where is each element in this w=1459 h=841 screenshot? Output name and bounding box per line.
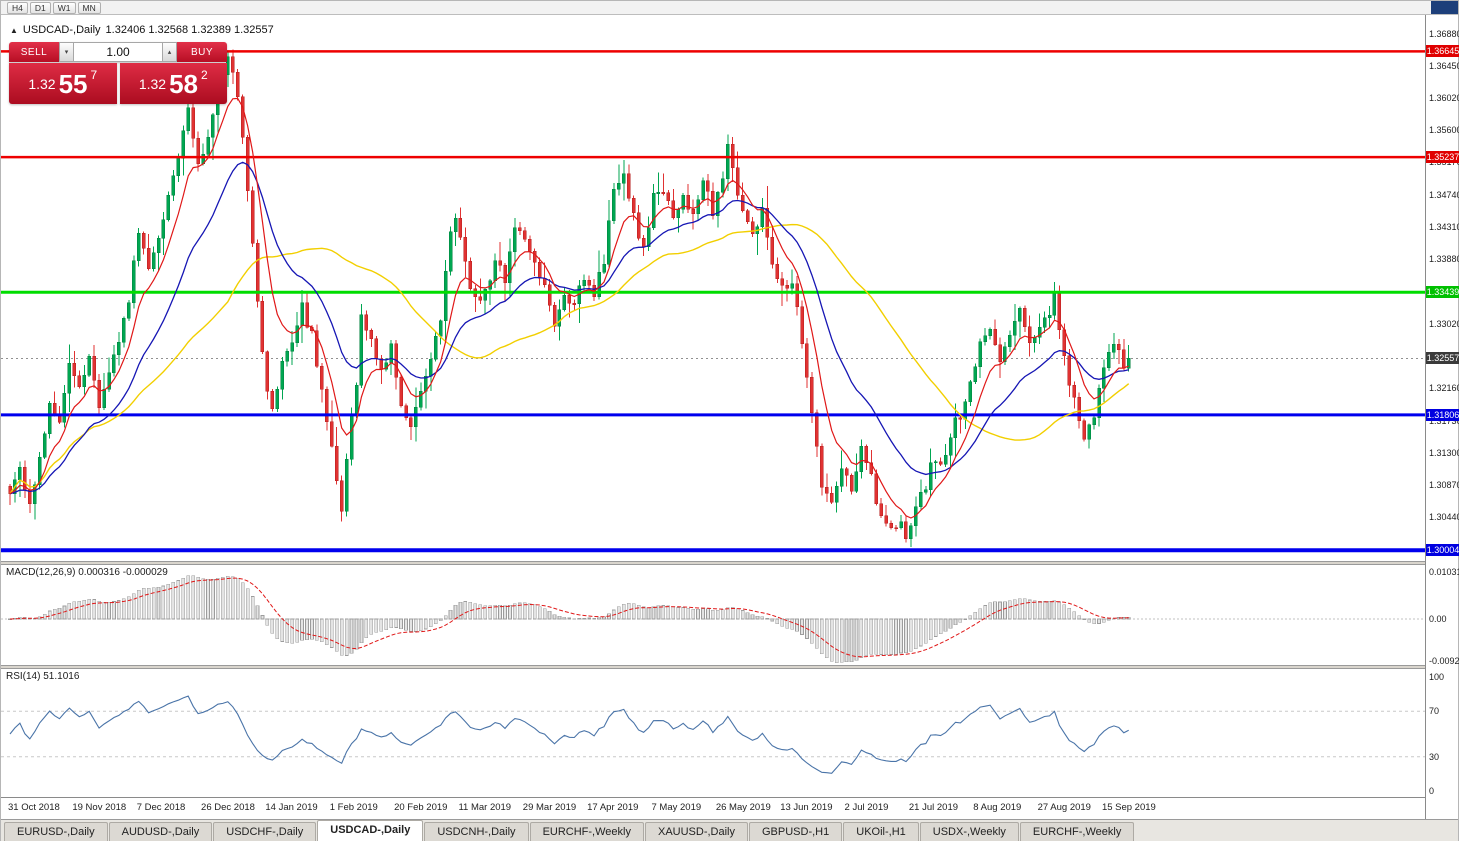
sell-price-prefix: 1.32 — [28, 75, 56, 92]
buy-price-sup: 2 — [200, 67, 208, 82]
plot-column: ▲ USDCAD-,Daily 1.32406 1.32568 1.32389 … — [1, 15, 1425, 819]
chart-title: USDCAD-,Daily — [22, 24, 101, 36]
date-label: 26 Dec 2018 — [201, 802, 255, 813]
pane-splitter-rsi[interactable] — [1, 665, 1425, 669]
main-price-pane: ▲ USDCAD-,Daily 1.32406 1.32568 1.32389 … — [1, 15, 1425, 561]
price-axis-label: 1.30440 — [1429, 512, 1459, 523]
price-axis-label: 1.31300 — [1429, 447, 1459, 458]
main-chart-canvas[interactable] — [1, 15, 1425, 561]
price-axis-label: 1.33880 — [1429, 254, 1459, 265]
sell-price-sup: 7 — [90, 67, 98, 82]
price-marker-1.33439: 1.33439 — [1426, 286, 1459, 299]
sell-button[interactable]: SELL — [9, 42, 59, 62]
macd-pane: MACD(12,26,9) 0.000316 -0.000029 — [1, 565, 1425, 665]
tab-usdchf-daily[interactable]: USDCHF-,Daily — [213, 822, 317, 841]
timeframe-button-mn[interactable]: MN — [77, 1, 101, 14]
tab-xauusd-daily[interactable]: XAUUSD-,Daily — [644, 822, 748, 841]
top-toolbar: H4 D1 W1 MN — [1, 1, 1458, 15]
tab-eurusd-daily[interactable]: EURUSD-,Daily — [4, 822, 108, 841]
date-label: 14 Jan 2019 — [265, 802, 318, 813]
date-label: 17 Apr 2019 — [587, 802, 639, 813]
tab-audusd-daily[interactable]: AUDUSD-,Daily — [108, 822, 213, 841]
price-axis-label: 1.34310 — [1429, 221, 1459, 232]
price-axis-label: 1.34740 — [1429, 189, 1459, 200]
chart-tab-bar: EURUSD-,Daily AUDUSD-,Daily USDCHF-,Daily U… — [1, 819, 1458, 841]
date-label: 21 Jul 2019 — [908, 802, 959, 813]
one-click-trading-panel: SELL ▾ ▴ BUY 1.32 55 7 1.32 — [9, 42, 227, 104]
date-label: 20 Feb 2019 — [394, 802, 448, 813]
rsi-axis-label: 0 — [1429, 786, 1435, 796]
tab-eurchf-weekly[interactable]: EURCHF-,Weekly — [529, 822, 644, 841]
collapse-icon[interactable]: ▲ — [10, 25, 18, 35]
volume-increase-button[interactable]: ▴ — [162, 42, 177, 62]
buy-price-prefix: 1.32 — [138, 75, 167, 92]
date-label: 7 May 2019 — [651, 802, 702, 813]
timeframe-toolbar: H4 D1 W1 MN — [7, 1, 101, 14]
date-label: 29 Mar 2019 — [522, 802, 577, 813]
date-label: 27 Aug 2019 — [1037, 802, 1091, 813]
date-label: 8 Aug 2019 — [973, 802, 1022, 813]
sell-price-big: 55 — [58, 68, 88, 99]
date-label: 31 Oct 2018 — [8, 802, 60, 813]
date-label: 11 Mar 2019 — [458, 802, 512, 813]
price-axis-label: 1.30870 — [1429, 480, 1459, 491]
price-axis[interactable]: 1.368801.364501.360201.356001.351701.347… — [1425, 15, 1459, 819]
price-marker-1.30004: 1.30004 — [1426, 544, 1459, 557]
price-marker-1.32557: 1.32557 — [1426, 352, 1459, 365]
macd-indicator-label: MACD(12,26,9) 0.000316 -0.000029 — [6, 567, 168, 578]
date-label: 1 Feb 2019 — [329, 802, 378, 813]
price-axis-label: 1.36020 — [1429, 93, 1459, 104]
rsi-pane: RSI(14) 51.1016 — [1, 669, 1425, 797]
date-label: 2 Jul 2019 — [844, 802, 889, 813]
rsi-axis-label: 100 — [1429, 672, 1445, 682]
toolbar-corner-block — [1431, 1, 1458, 14]
date-label: 19 Nov 2018 — [72, 802, 127, 813]
rsi-indicator-label: RSI(14) 51.1016 — [6, 671, 80, 682]
chart-symbol-header: ▲ USDCAD-,Daily 1.32406 1.32568 1.32389 … — [10, 24, 274, 36]
price-axis-label: 1.35600 — [1429, 124, 1459, 135]
tab-eurchf-weekly-2[interactable]: EURCHF-,Weekly — [1019, 822, 1135, 841]
tab-ukoil-h1[interactable]: UKOil-,H1 — [843, 822, 919, 841]
pane-splitter-macd[interactable] — [1, 561, 1425, 565]
chart-ohlc-values: 1.32406 1.32568 1.32389 1.32557 — [105, 24, 274, 36]
macd-chart-canvas[interactable] — [1, 565, 1425, 665]
date-label: 13 Jun 2019 — [780, 802, 833, 813]
date-label: 7 Dec 2018 — [136, 802, 186, 813]
timeframe-button-d1[interactable]: D1 — [29, 1, 51, 14]
macd-axis-label: -0.00920 — [1429, 656, 1459, 667]
date-label: 26 May 2019 — [715, 802, 771, 813]
rsi-axis-label: 70 — [1429, 706, 1440, 717]
price-marker-1.31806: 1.31806 — [1426, 408, 1459, 421]
timeframe-button-w1[interactable]: W1 — [52, 1, 76, 14]
price-axis-label: 1.33020 — [1429, 318, 1459, 329]
macd-axis-label: 0.00 — [1429, 614, 1447, 624]
chart-frame: ▲ USDCAD-,Daily 1.32406 1.32568 1.32389 … — [1, 15, 1459, 819]
rsi-axis-label: 30 — [1429, 751, 1440, 762]
buy-price-big: 58 — [169, 68, 198, 99]
buy-price-button[interactable]: 1.32 58 2 — [119, 63, 227, 104]
tab-usdcad-daily[interactable]: USDCAD-,Daily — [317, 820, 424, 841]
tab-usdx-weekly[interactable]: USDX-,Weekly — [919, 822, 1019, 841]
macd-axis-label: 0.01031 — [1429, 566, 1459, 577]
buy-button[interactable]: BUY — [177, 42, 227, 62]
volume-decrease-button[interactable]: ▾ — [59, 42, 74, 62]
price-marker-1.35237: 1.35237 — [1426, 151, 1459, 164]
date-label: 15 Sep 2019 — [1101, 802, 1156, 813]
price-marker-1.36645: 1.36645 — [1426, 45, 1459, 58]
sell-price-button[interactable]: 1.32 55 7 — [9, 63, 117, 104]
volume-input[interactable] — [74, 42, 162, 62]
price-axis-label: 1.36450 — [1429, 61, 1459, 72]
rsi-chart-canvas[interactable] — [1, 669, 1425, 797]
price-axis-label: 1.36880 — [1429, 28, 1459, 39]
date-axis[interactable]: 31 Oct 2018 19 Nov 2018 7 Dec 2018 26 Dec 2… — [1, 797, 1425, 819]
timeframe-button-h4[interactable]: H4 — [7, 1, 28, 14]
price-axis-label: 1.32160 — [1429, 383, 1459, 394]
tab-usdcnh-daily[interactable]: USDCNH-,Daily — [424, 822, 529, 841]
tab-gbpusd-h1[interactable]: GBPUSD-,H1 — [749, 822, 843, 841]
